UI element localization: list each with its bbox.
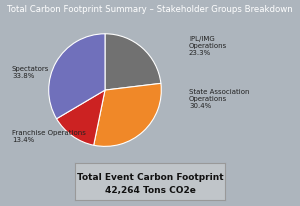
Text: 42,264 Tons CO2e: 42,264 Tons CO2e [105, 185, 195, 194]
Text: Franchise Operations
13.4%: Franchise Operations 13.4% [12, 130, 86, 142]
Text: State Association
Operations
30.4%: State Association Operations 30.4% [189, 89, 250, 109]
Wedge shape [105, 35, 161, 91]
Wedge shape [56, 91, 105, 145]
Text: IPL/IMG
Operations
23.3%: IPL/IMG Operations 23.3% [189, 35, 227, 55]
Wedge shape [49, 35, 105, 119]
Wedge shape [94, 84, 161, 147]
Text: Spectators
33.8%: Spectators 33.8% [12, 66, 50, 78]
Text: Total Event Carbon Footprint: Total Event Carbon Footprint [77, 172, 223, 181]
Text: Total Carbon Footprint Summary – Stakeholder Groups Breakdown: Total Carbon Footprint Summary – Stakeho… [7, 5, 293, 14]
